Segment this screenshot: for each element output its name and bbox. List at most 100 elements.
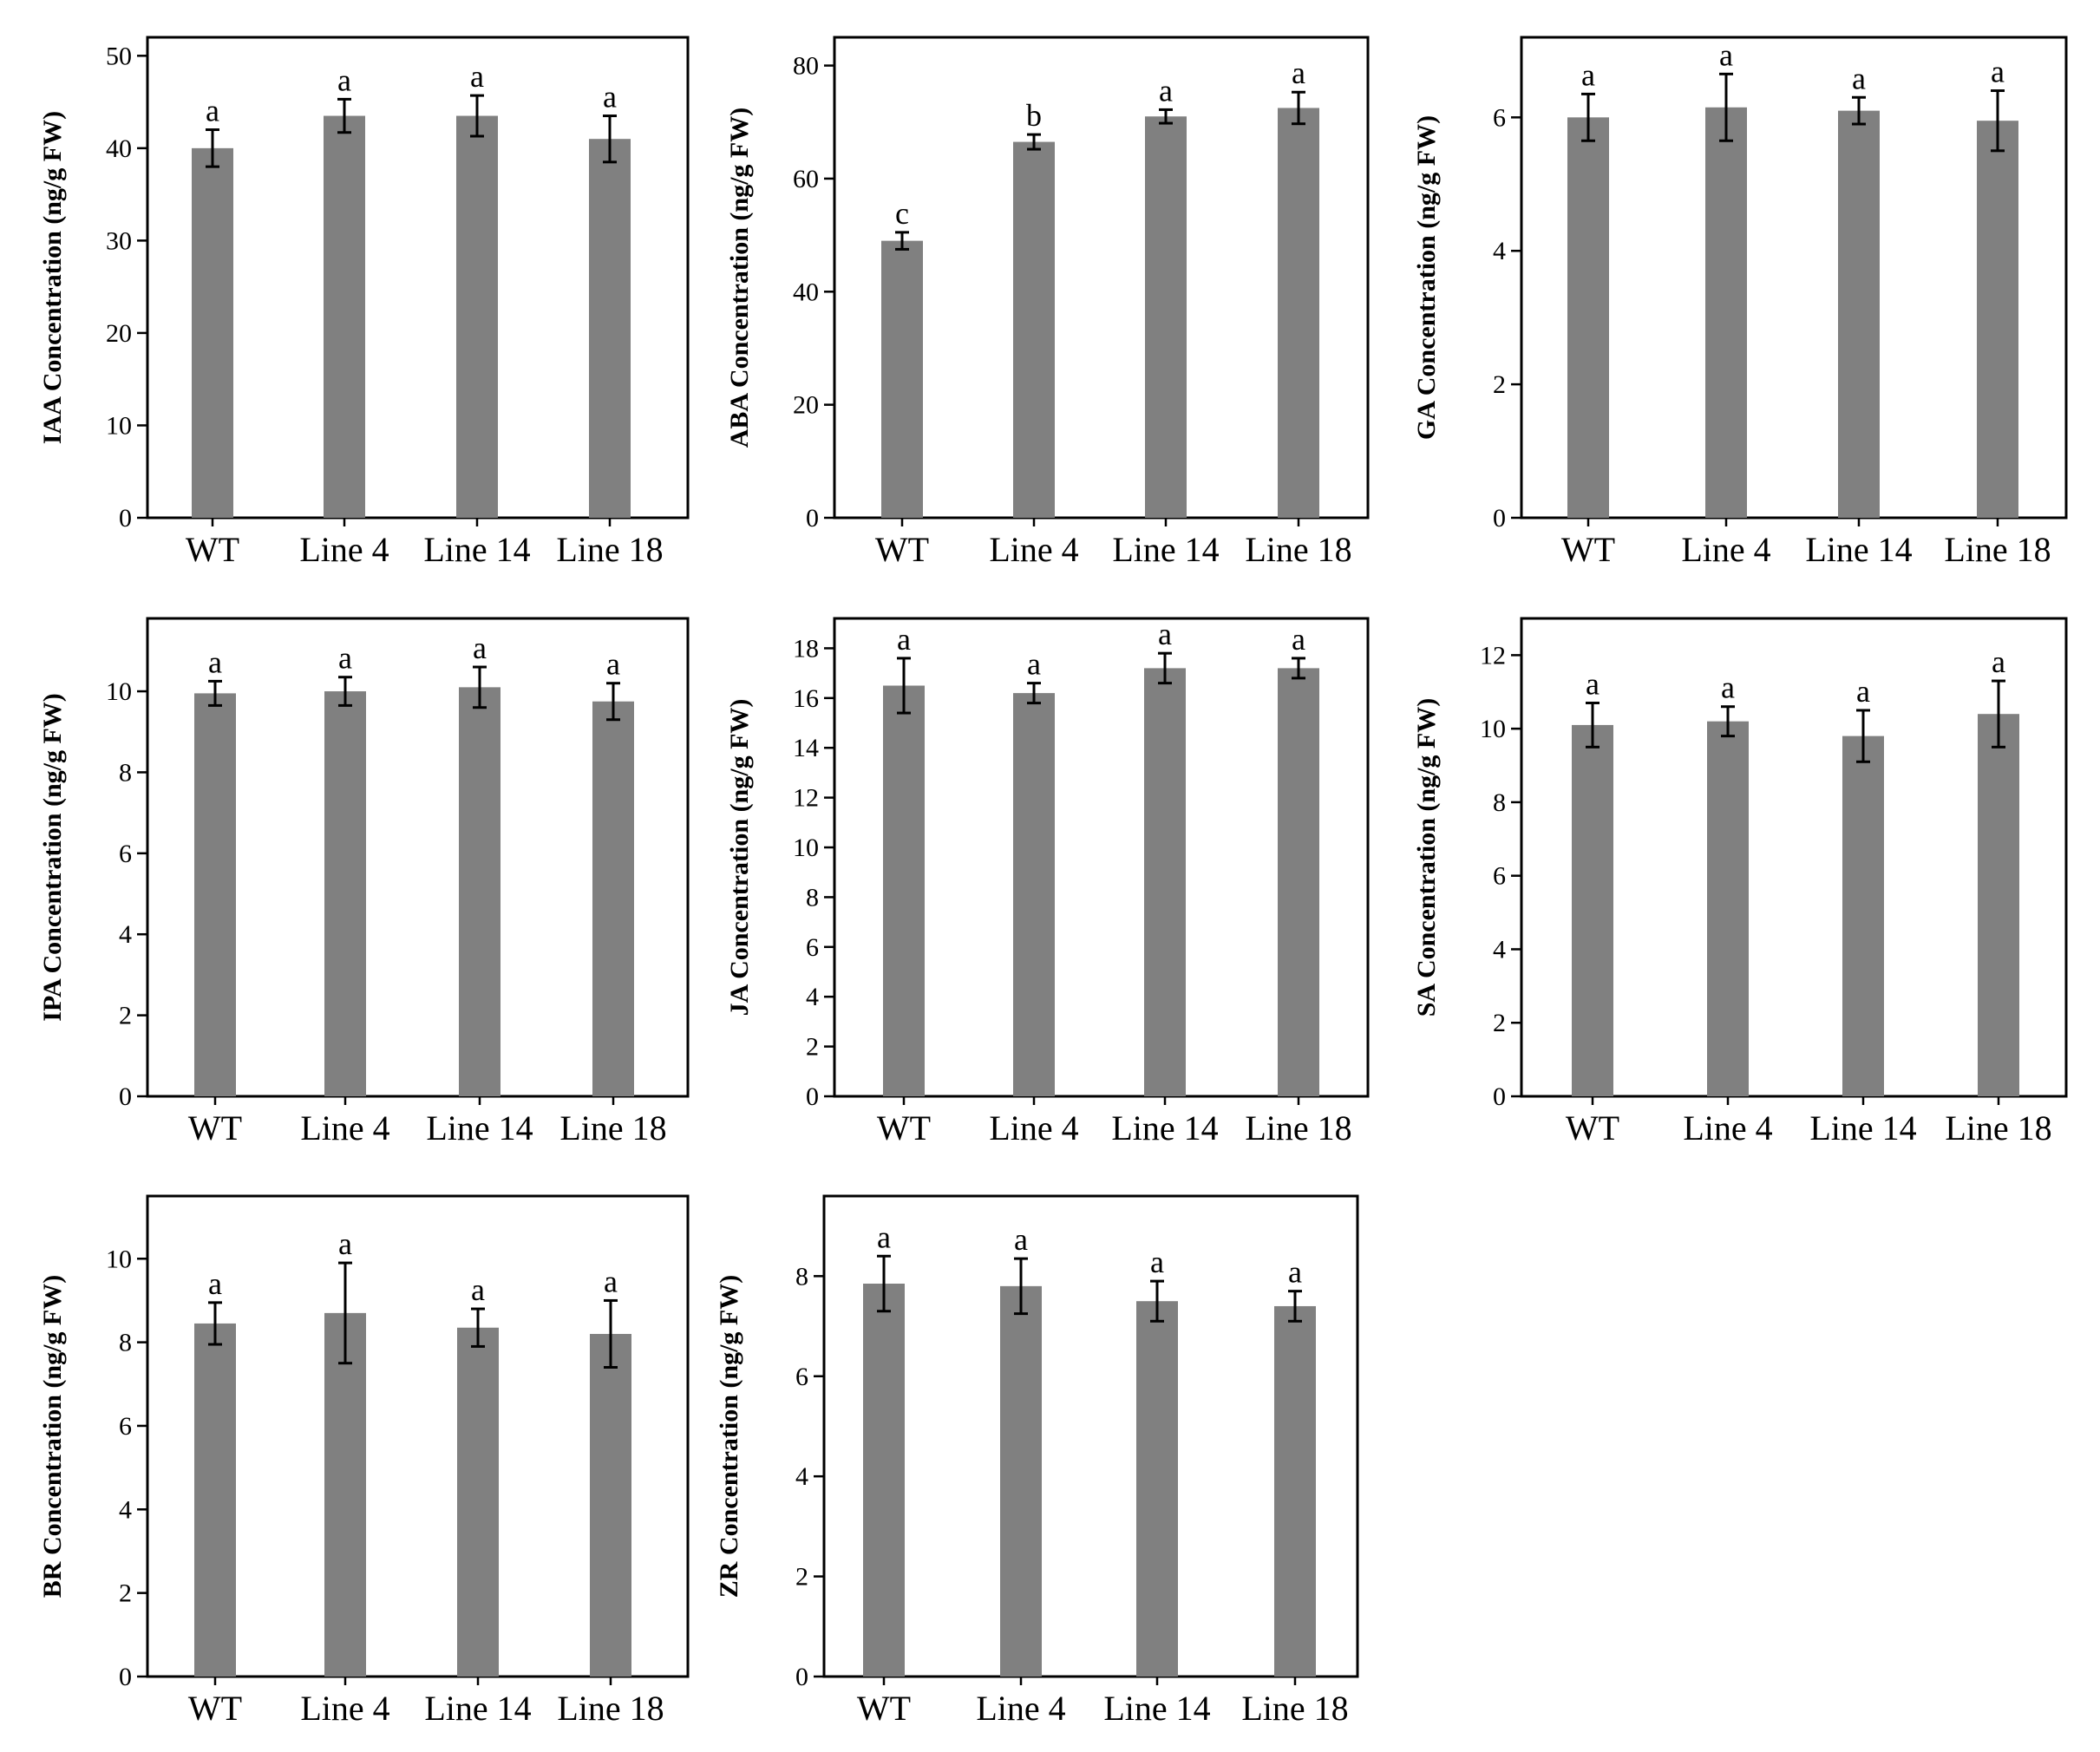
bar <box>1000 1285 1042 1677</box>
y-tick-label: 10 <box>106 411 132 440</box>
bar <box>1842 735 1884 1096</box>
y-tick-label: 6 <box>1493 103 1506 132</box>
significance-letter: a <box>1852 61 1866 95</box>
bar <box>194 1323 236 1677</box>
y-tick-label: 4 <box>1493 237 1506 265</box>
x-tick-label: Line 14 <box>1809 1108 1916 1147</box>
panel-4: 0 2 4 6 8 10 IPA Concentration (ng/g FW) a WT a Li… <box>38 617 690 1147</box>
x-tick-label: WT <box>188 1689 242 1728</box>
y-tick-label: 4 <box>806 983 819 1011</box>
y-tick-label: 8 <box>795 1262 808 1291</box>
y-tick-label: 2 <box>119 1579 132 1608</box>
x-tick-label: Line 4 <box>300 1689 389 1728</box>
significance-letter: a <box>470 59 484 94</box>
x-tick-label: Line 14 <box>1111 1108 1218 1147</box>
significance-letter: a <box>1992 644 2005 679</box>
significance-letter: a <box>606 647 620 682</box>
y-tick-label: 30 <box>106 226 132 255</box>
y-tick-label: 0 <box>119 1663 132 1691</box>
y-tick-label: 6 <box>1493 862 1506 891</box>
significance-letter: a <box>1159 73 1173 108</box>
plot-frame <box>1520 36 2068 520</box>
y-tick-label: 0 <box>795 1663 808 1691</box>
x-tick-label: Line 4 <box>1683 1108 1772 1147</box>
y-tick-label: 40 <box>106 134 132 163</box>
x-tick-label: Line 4 <box>989 530 1078 569</box>
plot-frame <box>146 1194 690 1678</box>
bar <box>457 1327 499 1677</box>
x-tick-label: WT <box>877 1108 931 1147</box>
significance-letter: a <box>877 1219 891 1254</box>
y-tick-label: 2 <box>1493 1009 1506 1037</box>
plot-frame <box>1520 617 2068 1098</box>
y-tick-label: 10 <box>106 1245 132 1273</box>
significance-letter: a <box>897 622 911 657</box>
y-tick-label: 6 <box>119 840 132 868</box>
y-tick-label: 80 <box>793 52 819 81</box>
x-tick-label: WT <box>1561 530 1615 569</box>
bar <box>1145 116 1187 518</box>
bar <box>1978 714 2019 1096</box>
panel-5: 0 2 4 6 8 10 12 14 16 18 JA Concentration (ng/g FW… <box>725 617 1370 1147</box>
y-axis-label: IPA Concentration (ng/g FW) <box>38 693 67 1022</box>
plot-frame <box>833 617 1370 1098</box>
bar <box>459 687 500 1096</box>
significance-letter: a <box>206 94 219 128</box>
y-axis-label: IAA Concentration (ng/g FW) <box>38 111 67 444</box>
y-axis-label: JA Concentration (ng/g FW) <box>725 699 754 1017</box>
significance-letter: a <box>208 644 222 679</box>
significance-letter: a <box>473 631 487 665</box>
significance-letter: a <box>208 1266 222 1301</box>
y-tick-label: 40 <box>793 278 819 306</box>
y-tick-label: 8 <box>806 883 819 912</box>
significance-letter: a <box>1721 670 1735 705</box>
x-tick-label: Line 4 <box>300 1108 389 1147</box>
significance-letter: a <box>1014 1222 1028 1257</box>
x-tick-label: Line 18 <box>1241 1689 1348 1728</box>
bar <box>881 240 923 518</box>
bar <box>589 139 631 518</box>
significance-letter: a <box>604 1264 618 1298</box>
x-tick-label: Line 18 <box>1245 1108 1351 1147</box>
x-tick-label: Line 18 <box>556 530 663 569</box>
y-tick-label: 2 <box>119 1002 132 1030</box>
bar <box>1572 724 1613 1096</box>
x-tick-label: Line 14 <box>1805 530 1912 569</box>
significance-letter: a <box>1292 56 1305 90</box>
y-tick-label: 4 <box>119 920 132 949</box>
y-tick-label: 14 <box>793 734 819 762</box>
panel-3: 0 2 4 6 GA Concentration (ng/g FW) a WT a Line 4… <box>1412 36 2068 569</box>
significance-letter: a <box>1158 617 1172 651</box>
x-tick-label: WT <box>188 1108 242 1147</box>
bar <box>1278 668 1319 1096</box>
significance-letter: a <box>1991 55 2005 89</box>
significance-letter: a <box>337 62 351 97</box>
x-tick-label: Line 4 <box>299 530 389 569</box>
panel-2: 0 20 40 60 80 ABA Concentration (ng/g FW) c WT b… <box>725 36 1370 569</box>
y-axis-label: BR Concentration (ng/g FW) <box>38 1275 67 1598</box>
y-tick-label: 8 <box>119 1329 132 1357</box>
significance-letter: a <box>1150 1245 1164 1279</box>
bar <box>1274 1305 1316 1677</box>
significance-letter: a <box>603 80 617 114</box>
significance-letter: a <box>338 1226 352 1261</box>
bar <box>590 1333 631 1677</box>
y-tick-label: 2 <box>1493 370 1506 399</box>
y-tick-label: 2 <box>795 1563 808 1592</box>
x-tick-label: Line 4 <box>976 1689 1065 1728</box>
bar <box>192 147 233 518</box>
bar <box>863 1283 905 1677</box>
x-tick-label: Line 18 <box>1944 530 2051 569</box>
y-tick-label: 4 <box>119 1495 132 1524</box>
y-axis-label: SA Concentration (ng/g FW) <box>1412 698 1441 1017</box>
x-tick-label: Line 18 <box>1945 1108 2051 1147</box>
panel-6: 0 2 4 6 8 10 12 SA Concentration (ng/g FW) a WT a L… <box>1412 617 2068 1147</box>
bar <box>592 701 634 1096</box>
x-tick-label: Line 14 <box>426 1108 533 1147</box>
x-tick-label: Line 14 <box>424 1689 531 1728</box>
y-tick-label: 6 <box>795 1363 808 1391</box>
bar <box>456 115 498 519</box>
bar <box>1567 117 1609 519</box>
bar <box>1977 121 2018 519</box>
y-tick-label: 16 <box>793 684 819 713</box>
